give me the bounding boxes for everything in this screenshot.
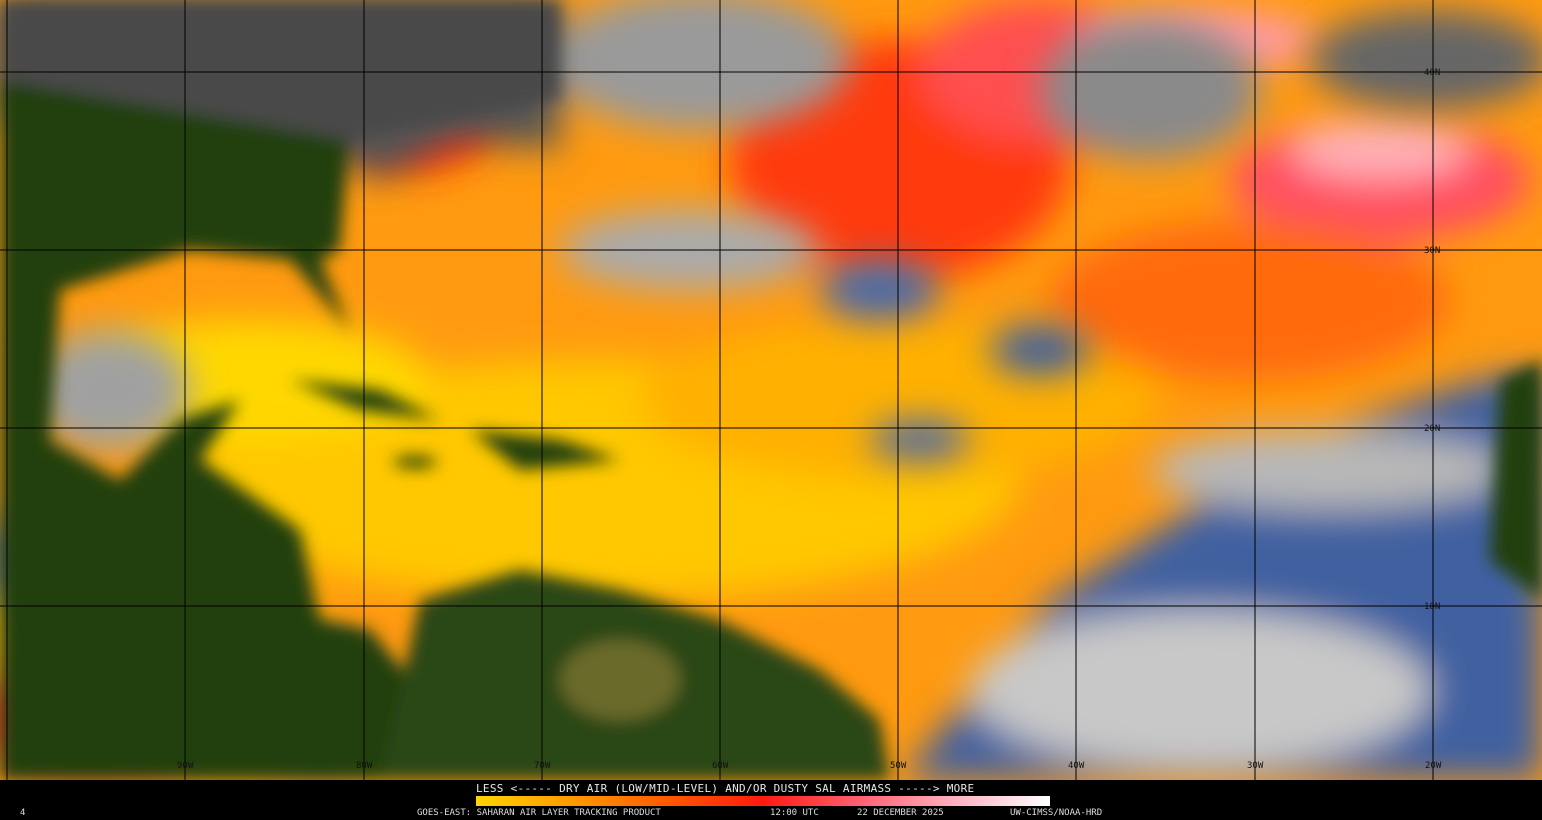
lon-label: 80W bbox=[356, 761, 373, 771]
satellite-map: 40N 30N 20N 10N 90W 80W 70W 60W 50W 40W … bbox=[0, 0, 1542, 780]
product-time: 12:00 UTC bbox=[770, 808, 819, 818]
product-name: GOES-EAST: SAHARAN AIR LAYER TRACKING PR… bbox=[417, 808, 661, 818]
land-layer bbox=[0, 0, 1542, 780]
corner-mark: 4 bbox=[20, 808, 26, 818]
graticule bbox=[0, 0, 1542, 780]
lat-label: 40N bbox=[1424, 68, 1440, 78]
longitude-labels: 90W 80W 70W 60W 50W 40W 30W 20W bbox=[177, 761, 1442, 771]
legend-title: LESS <----- DRY AIR (LOW/MID-LEVEL) AND/… bbox=[476, 782, 975, 795]
lon-label: 50W bbox=[890, 761, 907, 771]
lon-label: 90W bbox=[177, 761, 194, 771]
lon-label: 60W bbox=[712, 761, 729, 771]
latitude-labels: 40N 30N 20N 10N bbox=[1424, 68, 1440, 612]
lon-label: 30W bbox=[1247, 761, 1264, 771]
lat-label: 10N bbox=[1424, 602, 1440, 612]
legend-colorbar bbox=[476, 796, 1050, 806]
product-date: 22 DECEMBER 2025 bbox=[857, 808, 944, 818]
product-credit: UW-CIMSS/NOAA-HRD bbox=[1010, 808, 1103, 818]
lat-label: 20N bbox=[1424, 424, 1440, 434]
lon-label: 70W bbox=[534, 761, 551, 771]
lat-label: 30N bbox=[1424, 246, 1440, 256]
lon-label: 40W bbox=[1068, 761, 1085, 771]
lon-label: 20W bbox=[1425, 761, 1442, 771]
